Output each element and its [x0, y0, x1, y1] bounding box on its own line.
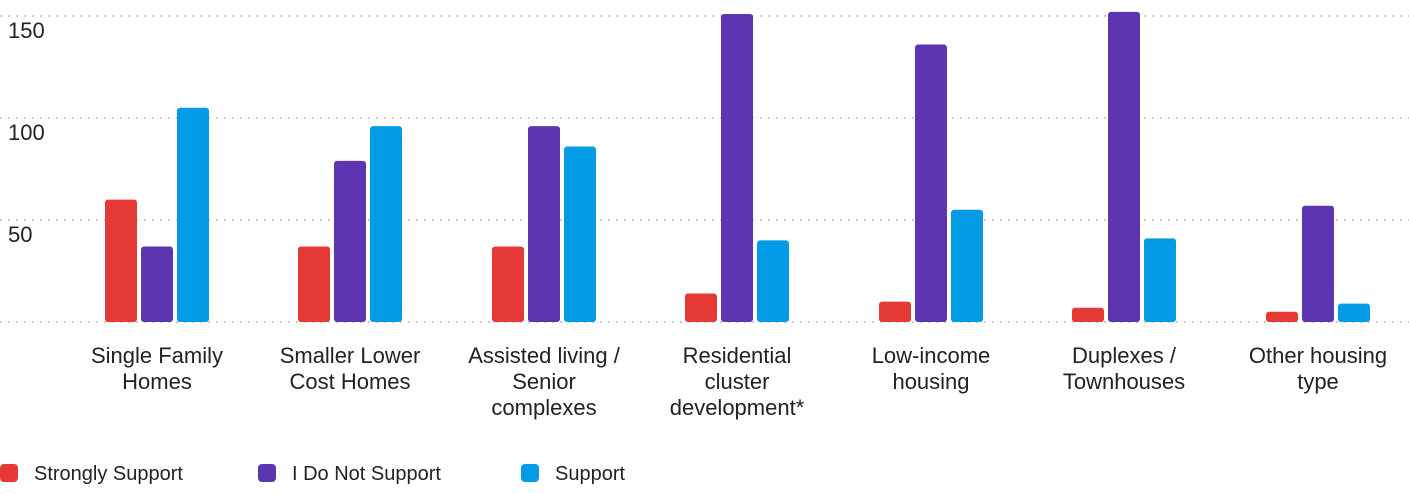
bar-strongly-support-5	[1072, 307, 1104, 322]
bar-i-do-not-support-2	[528, 126, 560, 322]
bar-i-do-not-support-5	[1108, 11, 1140, 322]
y-tick-label: 100	[8, 120, 45, 145]
bar-i-do-not-support-3	[721, 13, 753, 323]
x-tick-label: Duplexes / Townhouses	[1063, 343, 1185, 394]
bar-support-2	[564, 146, 596, 322]
category-labels: Single Family Homes Smaller Lower Cost Home…	[91, 343, 1387, 420]
legend-label: Strongly Support	[34, 463, 183, 485]
x-tick-label: Assisted living / Senior complexes	[468, 343, 621, 420]
bar-support-3	[757, 240, 789, 322]
bar-strongly-support-0	[105, 199, 137, 322]
bar-strongly-support-2	[492, 246, 524, 322]
bar-strongly-support-3	[685, 293, 717, 322]
bar-i-do-not-support-6	[1302, 205, 1334, 322]
x-tick-label: Smaller Lower Cost Homes	[280, 343, 421, 394]
legend-item-strongly-support: Strongly Support	[0, 463, 183, 485]
bar-i-do-not-support-4	[915, 44, 947, 323]
bar-i-do-not-support-1	[334, 160, 366, 322]
x-tick-label: Low-income housing	[872, 343, 991, 394]
legend-item-support: Support	[521, 463, 625, 485]
legend-label: Support	[555, 463, 625, 485]
bar-support-6	[1338, 303, 1370, 322]
legend-label: I Do Not Support	[292, 463, 441, 485]
legend-item-i-do-not-support: I Do Not Support	[258, 463, 441, 485]
x-tick-label: Other housing type	[1249, 343, 1387, 394]
bar-support-5	[1144, 238, 1176, 322]
bar-strongly-support-6	[1266, 311, 1298, 322]
y-tick-label: 150	[8, 18, 45, 43]
bar-strongly-support-4	[879, 301, 911, 322]
grid-layer: 50 100 150	[0, 15, 1409, 323]
legend-swatch	[521, 464, 539, 482]
bar-support-0	[177, 107, 209, 322]
bar-i-do-not-support-0	[141, 246, 173, 322]
legend-swatch	[0, 464, 18, 482]
legend: Strongly Support I Do Not Support Support	[0, 463, 625, 485]
legend-swatch	[258, 464, 276, 482]
bar-strongly-support-1	[298, 246, 330, 322]
bars-layer	[105, 11, 1370, 323]
y-tick-label: 50	[8, 222, 32, 247]
bar-support-4	[951, 209, 983, 322]
bar-support-1	[370, 126, 402, 322]
x-tick-label: Single Family Homes	[91, 343, 223, 394]
x-tick-label: Residential cluster development*	[670, 343, 805, 420]
